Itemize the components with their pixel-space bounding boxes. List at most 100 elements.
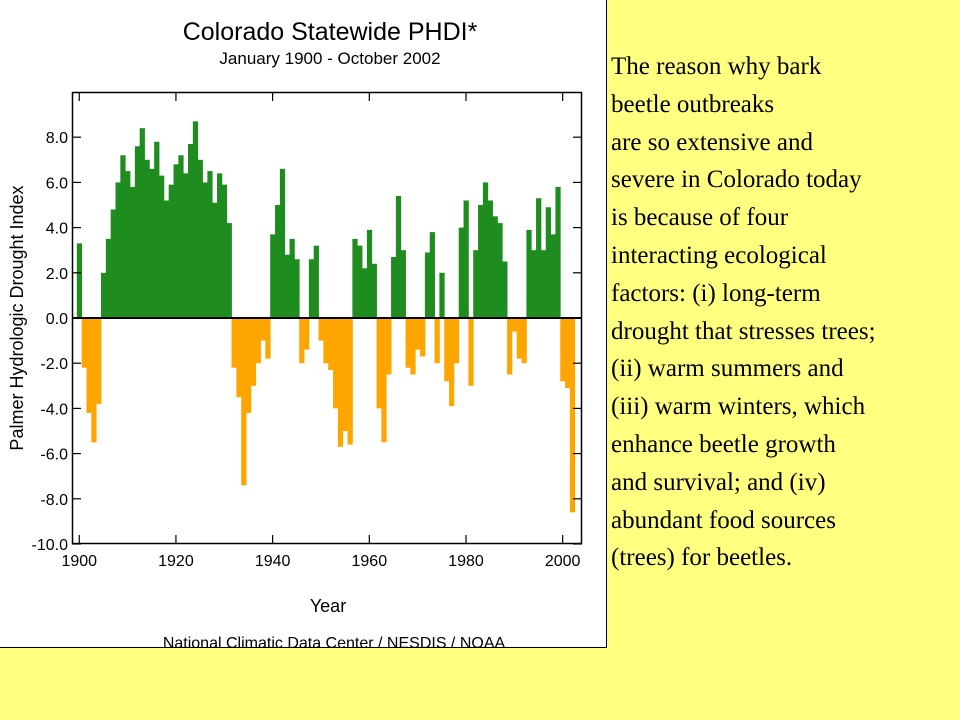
bar bbox=[168, 184, 174, 318]
bar bbox=[405, 318, 411, 368]
bar bbox=[105, 238, 112, 318]
bar bbox=[308, 259, 315, 318]
bar bbox=[299, 318, 305, 364]
bar bbox=[444, 318, 450, 382]
bar bbox=[376, 318, 382, 409]
x-tick-label: 1960 bbox=[352, 553, 388, 570]
bar bbox=[511, 318, 518, 332]
bar bbox=[386, 318, 392, 375]
bar bbox=[424, 252, 431, 318]
bars-group bbox=[76, 121, 576, 513]
bar bbox=[323, 318, 329, 364]
bar bbox=[536, 198, 542, 318]
bar bbox=[163, 200, 170, 318]
bar bbox=[381, 318, 387, 443]
bar bbox=[115, 182, 121, 318]
y-tick-label: -8.0 bbox=[40, 492, 68, 509]
bar bbox=[125, 171, 131, 318]
bar bbox=[275, 205, 281, 318]
bar bbox=[487, 200, 493, 318]
bar bbox=[250, 318, 257, 386]
bar bbox=[91, 318, 97, 443]
bar bbox=[410, 318, 416, 375]
x-tick-label: 1900 bbox=[61, 553, 97, 570]
y-tick-label: -4.0 bbox=[40, 401, 68, 418]
bar bbox=[81, 318, 87, 368]
bar bbox=[439, 272, 445, 318]
bar bbox=[76, 243, 83, 318]
bar bbox=[545, 207, 551, 318]
bar bbox=[395, 195, 402, 318]
bar bbox=[391, 256, 397, 318]
bar bbox=[507, 318, 513, 375]
bar bbox=[569, 318, 576, 513]
bar bbox=[289, 238, 295, 318]
bar bbox=[304, 318, 310, 350]
bar bbox=[468, 318, 474, 386]
bar bbox=[352, 238, 358, 318]
bar bbox=[221, 184, 228, 318]
bar bbox=[521, 318, 527, 364]
bar bbox=[260, 318, 266, 341]
bar bbox=[226, 223, 232, 318]
bar bbox=[207, 171, 213, 318]
bar bbox=[270, 234, 276, 318]
bar bbox=[284, 254, 290, 318]
bar bbox=[449, 318, 455, 407]
bar bbox=[144, 159, 150, 318]
bar bbox=[565, 318, 571, 389]
bar bbox=[362, 268, 368, 318]
y-axis-label: Palmer Hydrologic Drought Index bbox=[7, 185, 27, 450]
bar bbox=[478, 205, 484, 318]
bar bbox=[110, 209, 116, 318]
bar bbox=[197, 159, 203, 318]
chart-panel: Colorado Statewide PHDI* January 1900 - … bbox=[0, 0, 607, 648]
bar bbox=[265, 318, 271, 359]
bar bbox=[236, 318, 242, 398]
bar bbox=[246, 318, 252, 413]
bar bbox=[400, 250, 406, 318]
x-tick-label: 2000 bbox=[545, 553, 581, 570]
y-tick-label: -10.0 bbox=[32, 537, 69, 554]
bar bbox=[342, 318, 348, 431]
bar bbox=[134, 146, 141, 318]
x-axis: 1900 1920 1940 1960 1980 2000 bbox=[61, 92, 581, 570]
bar bbox=[101, 272, 107, 318]
bar bbox=[502, 261, 508, 318]
bar bbox=[463, 200, 469, 318]
bar bbox=[183, 173, 189, 318]
bar bbox=[453, 318, 460, 364]
bar bbox=[149, 168, 155, 318]
bar bbox=[120, 155, 126, 318]
y-tick-label: 0.0 bbox=[46, 311, 68, 328]
bar bbox=[347, 318, 353, 445]
y-tick-label: 6.0 bbox=[46, 175, 68, 192]
bar bbox=[333, 318, 339, 409]
bar bbox=[555, 186, 561, 318]
bar bbox=[357, 245, 363, 318]
y-tick-label: 8.0 bbox=[46, 130, 68, 147]
bar bbox=[328, 318, 334, 370]
bar bbox=[371, 263, 377, 318]
bar bbox=[173, 164, 179, 318]
bar bbox=[560, 318, 566, 382]
x-tick-label: 1980 bbox=[448, 553, 484, 570]
bar bbox=[159, 175, 165, 318]
bar bbox=[531, 250, 537, 318]
chart-subtitle: January 1900 - October 2002 bbox=[219, 49, 440, 68]
bar bbox=[139, 128, 145, 318]
bar bbox=[420, 318, 426, 357]
caption-text: The reason why bark beetle outbreaks are… bbox=[611, 53, 876, 572]
chart-title: Colorado Statewide PHDI* bbox=[183, 18, 478, 46]
bar bbox=[526, 229, 532, 318]
bar bbox=[516, 318, 522, 359]
bar bbox=[434, 318, 440, 364]
bar bbox=[241, 318, 247, 486]
x-tick-label: 1940 bbox=[255, 553, 291, 570]
bar bbox=[96, 318, 102, 404]
y-tick-label: -6.0 bbox=[40, 447, 68, 464]
y-tick-label: 2.0 bbox=[46, 266, 68, 283]
y-tick-label: -2.0 bbox=[40, 356, 68, 373]
bar bbox=[294, 259, 300, 318]
